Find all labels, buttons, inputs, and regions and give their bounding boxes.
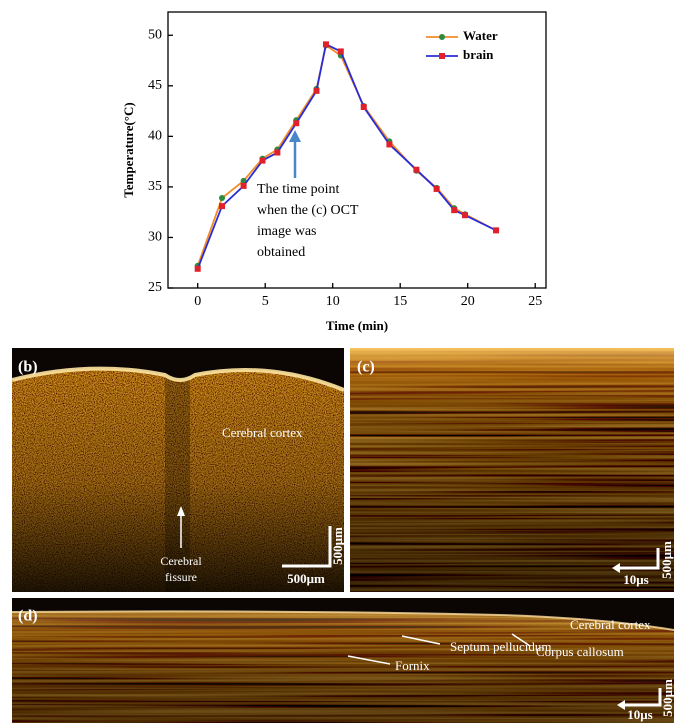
point bbox=[293, 120, 300, 127]
panel-d: (d) Cerebral cortex Corpus callosum Sept… bbox=[11, 598, 674, 723]
x-axis-label: Time (min) bbox=[326, 318, 388, 333]
legend-label: brain bbox=[463, 47, 494, 62]
annotation-arrowhead bbox=[289, 130, 301, 142]
legend-label: Water bbox=[463, 28, 498, 43]
point bbox=[386, 141, 393, 148]
y-tick-label: 35 bbox=[148, 179, 162, 194]
point bbox=[194, 265, 201, 272]
annotation: Cerebral bbox=[160, 554, 202, 568]
annotation: image was bbox=[257, 224, 316, 239]
scale-bar-label: 500μm bbox=[659, 541, 674, 579]
point bbox=[413, 166, 420, 173]
annotation: when the (c) OCT bbox=[257, 203, 359, 218]
x-tick-label: 5 bbox=[262, 294, 269, 309]
scale-bar-label: 500μm bbox=[660, 679, 674, 717]
legend-marker bbox=[439, 34, 445, 40]
series-line bbox=[196, 43, 497, 267]
legend-marker bbox=[439, 53, 445, 59]
series-line bbox=[196, 43, 497, 270]
point bbox=[493, 227, 500, 234]
scale-bar-label: 500μm bbox=[330, 527, 345, 565]
annotation: The time point bbox=[257, 182, 340, 197]
x-tick-label: 25 bbox=[528, 294, 542, 309]
annotation: obtained bbox=[257, 245, 305, 260]
y-axis-label: Temperature(°C) bbox=[121, 102, 136, 197]
annotation: fissure bbox=[165, 570, 197, 584]
panel-b: (b) Cerebral cortex Cerebral fissure 500… bbox=[11, 348, 345, 592]
point bbox=[462, 212, 468, 219]
point bbox=[322, 41, 329, 48]
point bbox=[219, 195, 225, 202]
y-tick-label: 25 bbox=[148, 280, 162, 295]
scale-bar-label: 10μs bbox=[627, 707, 652, 722]
x-tick-label: 15 bbox=[393, 294, 407, 309]
annotation: Corpus callosum bbox=[536, 644, 624, 659]
panel-label: (c) bbox=[357, 359, 375, 376]
panel-c: (c) 10μs 500μm bbox=[350, 348, 674, 592]
annotation: Septum pellucidum bbox=[450, 639, 551, 654]
point bbox=[433, 185, 440, 192]
scale-bar-label: 500μm bbox=[287, 571, 325, 586]
x-tick-label: 20 bbox=[461, 294, 475, 309]
point bbox=[274, 149, 281, 156]
annotation: Cerebral cortex bbox=[222, 425, 303, 440]
point bbox=[360, 104, 367, 111]
plot-frame bbox=[167, 11, 547, 289]
y-tick-label: 40 bbox=[148, 129, 162, 144]
x-tick-label: 10 bbox=[326, 294, 340, 309]
point bbox=[240, 182, 247, 189]
point bbox=[451, 207, 458, 214]
point bbox=[259, 157, 266, 164]
y-tick-label: 50 bbox=[148, 27, 162, 42]
point bbox=[313, 87, 320, 94]
y-tick-label: 45 bbox=[148, 78, 162, 93]
scale-bar-label: 10μs bbox=[623, 572, 648, 587]
chart: 0 5 10 15 20 25 25 30 35 40 45 50 Time (min) Temperat… bbox=[121, 11, 547, 333]
y-tick-label: 30 bbox=[148, 230, 162, 245]
panel-label: (d) bbox=[18, 608, 38, 625]
point bbox=[337, 48, 344, 55]
point bbox=[219, 203, 225, 210]
x-tick-label: 0 bbox=[194, 294, 201, 309]
panel-label: (b) bbox=[18, 359, 38, 376]
annotation: Cerebral cortex bbox=[570, 617, 651, 632]
point bbox=[240, 177, 247, 184]
annotation: Fornix bbox=[395, 658, 430, 673]
